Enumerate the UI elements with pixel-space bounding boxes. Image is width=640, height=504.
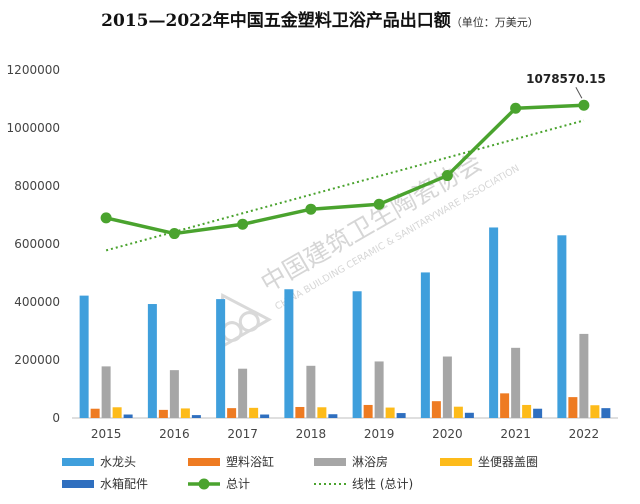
x-tick-label: 2022 [569, 427, 600, 441]
y-tick-label: 0 [52, 411, 60, 425]
bar [249, 407, 259, 418]
x-tick-label: 2018 [296, 427, 327, 441]
bar [101, 366, 111, 418]
bar [489, 227, 499, 418]
legend-swatch [314, 458, 346, 466]
bar [374, 361, 384, 418]
bar [295, 406, 305, 418]
y-tick-label: 800000 [14, 179, 60, 193]
legend-swatch [440, 458, 472, 466]
legend-label: 淋浴房 [352, 454, 388, 469]
bar [123, 414, 133, 418]
bar [216, 299, 226, 418]
y-tick-label: 1000000 [7, 121, 60, 135]
bar [533, 408, 543, 418]
bar [352, 291, 362, 418]
bar [500, 393, 510, 418]
bar [464, 412, 474, 418]
bar [306, 365, 316, 418]
legend-swatch [188, 458, 220, 466]
total-point [168, 228, 180, 240]
bar [317, 407, 327, 418]
total-point [441, 170, 453, 182]
bar [557, 235, 567, 418]
bar [601, 408, 611, 418]
x-tick-label: 2015 [91, 427, 122, 441]
bar [180, 408, 190, 418]
total-point [100, 212, 112, 224]
x-tick-label: 2021 [500, 427, 531, 441]
legend-swatch [62, 458, 94, 466]
bar [431, 401, 441, 418]
bar [79, 295, 89, 418]
bar [238, 368, 248, 418]
legend-label: 水箱配件 [100, 476, 148, 491]
data-label: 1078570.15 [526, 72, 606, 86]
bar [522, 404, 532, 418]
bar [579, 333, 589, 418]
chart-subtitle: （单位：万美元） [450, 16, 539, 29]
total-point [237, 218, 249, 230]
bar [328, 414, 338, 418]
legend-label: 水龙头 [100, 455, 136, 469]
bar [169, 370, 179, 418]
bar [284, 289, 294, 418]
bar [590, 405, 600, 418]
total-point [510, 102, 522, 114]
x-tick-label: 2017 [227, 427, 258, 441]
annotation-leader [575, 86, 583, 99]
bar [396, 413, 406, 418]
legend-swatch-marker [198, 478, 210, 490]
bar [511, 347, 521, 418]
bar [90, 408, 100, 418]
total-point [373, 198, 385, 210]
y-tick-label: 400000 [14, 295, 60, 309]
total-point [578, 99, 590, 111]
legend-label: 线性 (总计) [352, 477, 413, 491]
x-tick-label: 2016 [159, 427, 190, 441]
total-point [305, 203, 317, 215]
legend-swatch [62, 480, 94, 488]
chart-title: 2015—2022年中国五金塑料卫浴产品出口额 [101, 11, 451, 31]
legend-label: 总计 [226, 477, 250, 491]
y-tick-label: 600000 [14, 237, 60, 251]
bar [112, 407, 122, 418]
x-tick-label: 2020 [432, 427, 463, 441]
bar [260, 414, 270, 418]
bar [227, 408, 237, 418]
total-line [105, 103, 584, 236]
y-tick-label: 1200000 [7, 63, 60, 77]
bar [363, 404, 373, 418]
bar [442, 356, 452, 418]
chart-title-block: 2015—2022年中国五金塑料卫浴产品出口额（单位：万美元） [0, 6, 640, 31]
bar [568, 397, 578, 418]
bar [158, 409, 168, 418]
bar [420, 272, 430, 418]
bar [453, 406, 463, 418]
bar [385, 407, 395, 418]
watermark-en: CHINA BUILDING CERAMIC & SANITARYWARE AS… [273, 163, 521, 313]
bar [191, 415, 201, 418]
legend-label: 塑料浴缸 [226, 454, 274, 469]
bar [147, 304, 157, 418]
y-tick-label: 200000 [14, 353, 60, 367]
x-tick-label: 2019 [364, 427, 395, 441]
legend-label: 坐便器盖圈 [478, 455, 538, 469]
